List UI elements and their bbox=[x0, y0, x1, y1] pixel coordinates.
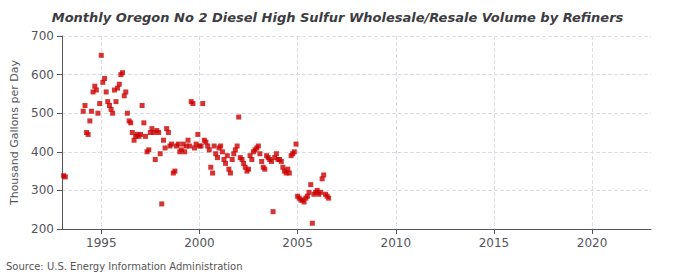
svg-text:2020: 2020 bbox=[577, 236, 608, 250]
svg-text:200: 200 bbox=[31, 222, 54, 236]
svg-text:Monthly Oregon No 2 Diesel Hig: Monthly Oregon No 2 Diesel High Sulfur W… bbox=[52, 10, 624, 25]
svg-text:2015: 2015 bbox=[479, 236, 510, 250]
svg-text:300: 300 bbox=[31, 183, 54, 197]
svg-text:2010: 2010 bbox=[380, 236, 411, 250]
svg-text:Source: U.S. Energy Informatio: Source: U.S. Energy Information Administ… bbox=[6, 261, 243, 272]
svg-text:400: 400 bbox=[31, 145, 54, 159]
svg-text:Thousand Gallons per Day: Thousand Gallons per Day bbox=[8, 59, 21, 206]
svg-text:600: 600 bbox=[31, 68, 54, 82]
svg-text:2005: 2005 bbox=[282, 236, 313, 250]
svg-text:1995: 1995 bbox=[86, 236, 117, 250]
svg-text:2000: 2000 bbox=[184, 236, 215, 250]
svg-text:500: 500 bbox=[31, 106, 54, 120]
svg-text:700: 700 bbox=[31, 29, 54, 43]
